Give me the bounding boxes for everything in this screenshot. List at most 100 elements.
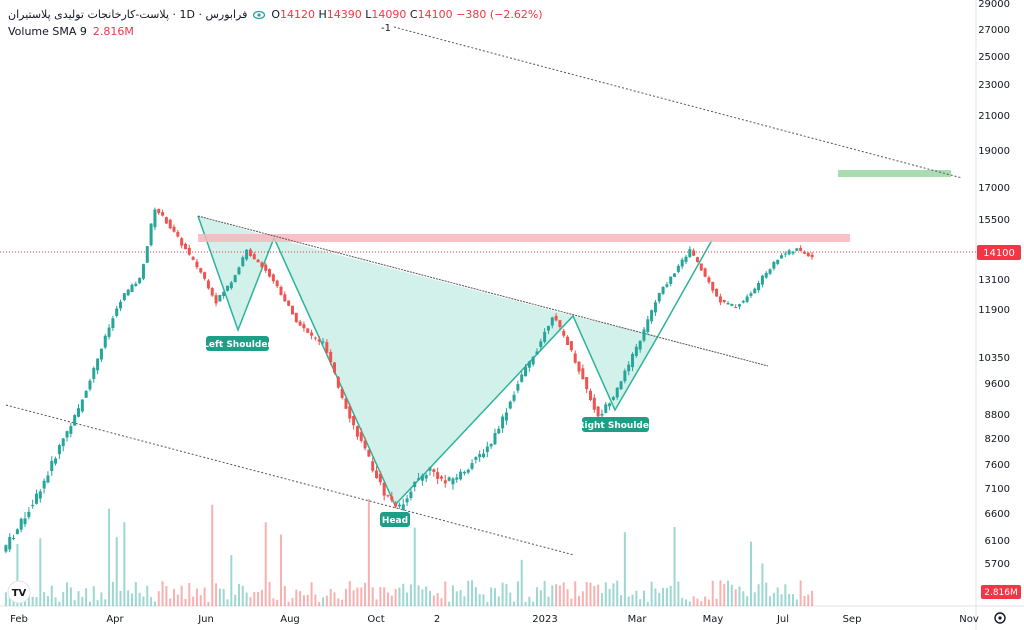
volume-bar bbox=[673, 526, 676, 606]
price-tick-label: 19000 bbox=[978, 146, 1010, 157]
candle-body bbox=[46, 475, 50, 483]
volume-bar bbox=[39, 538, 42, 606]
time-tick-label: May bbox=[703, 614, 724, 625]
volume-indicator-label[interactable]: Volume SMA 9 bbox=[8, 25, 87, 38]
candle-body bbox=[588, 390, 592, 400]
settings-gear-icon[interactable] bbox=[994, 612, 1006, 624]
volume-bar bbox=[520, 559, 523, 606]
volume-bar bbox=[719, 580, 722, 606]
volume-bar bbox=[157, 591, 160, 606]
volume-bar bbox=[199, 595, 202, 606]
candle-body bbox=[15, 529, 19, 535]
volume-bar bbox=[142, 596, 145, 606]
volume-bar bbox=[524, 601, 527, 606]
label-right-shoulder[interactable]: Right Shoulder bbox=[578, 417, 654, 432]
volume-bar bbox=[398, 587, 401, 606]
candle-body bbox=[737, 304, 741, 307]
volume-bar bbox=[482, 594, 485, 606]
volume-bar bbox=[272, 598, 275, 606]
price-tick-label: 7600 bbox=[985, 460, 1010, 471]
volume-bar bbox=[66, 582, 69, 606]
candle-body bbox=[290, 305, 294, 315]
candle-body bbox=[294, 312, 298, 323]
candle-body bbox=[688, 249, 692, 257]
price-tick-label: 8800 bbox=[985, 410, 1010, 421]
candle-body bbox=[271, 274, 275, 282]
time-axis: Feb Apr Jun Aug Oct 2 2023 Mar May Jul Sep Nov bbox=[10, 614, 979, 625]
candle-body bbox=[130, 284, 134, 293]
price-tick-label: 8200 bbox=[985, 434, 1010, 445]
candle-body bbox=[684, 256, 688, 262]
candle-body bbox=[4, 545, 8, 552]
candle-body bbox=[608, 403, 612, 407]
candle-body bbox=[138, 277, 142, 284]
volume-bar bbox=[184, 598, 187, 606]
price-tick-label: 17000 bbox=[978, 183, 1010, 194]
candle-body bbox=[302, 324, 306, 329]
symbol-title[interactable]: فرابورس · 1D · پلاست-کارخانجات تولیدی پل… bbox=[8, 8, 248, 21]
volume-bar bbox=[394, 588, 397, 606]
volume-tag: 2.816M bbox=[981, 585, 1021, 599]
pattern-shoulder-right-fill bbox=[573, 316, 658, 410]
volume-bar bbox=[192, 596, 195, 606]
candle-body bbox=[348, 406, 352, 419]
volume-bar bbox=[421, 589, 424, 606]
label-left-shoulder[interactable]: Left Shoulder bbox=[203, 336, 272, 351]
volume-bar bbox=[574, 581, 577, 606]
candle-body bbox=[264, 264, 268, 271]
candle-body bbox=[799, 247, 803, 251]
volume-bar bbox=[665, 587, 668, 606]
candle-body bbox=[141, 264, 145, 279]
candle-body bbox=[436, 472, 440, 479]
open-value: 14120 bbox=[280, 8, 315, 21]
candle-body bbox=[145, 246, 149, 263]
low-value: 14090 bbox=[371, 8, 407, 21]
time-tick-label: Jun bbox=[197, 614, 214, 625]
candle-body bbox=[329, 351, 333, 363]
tradingview-logo[interactable]: TV bbox=[7, 580, 31, 604]
candle-body bbox=[42, 480, 46, 489]
candle-body bbox=[84, 390, 88, 398]
volume-bar bbox=[597, 584, 600, 606]
volume-bar bbox=[280, 534, 283, 606]
candle-body bbox=[623, 370, 627, 382]
candle-body bbox=[183, 243, 187, 250]
volume-bar bbox=[287, 601, 290, 606]
close-value: 14100 bbox=[417, 8, 453, 21]
price-tick-label: 23000 bbox=[978, 80, 1010, 91]
candle-body bbox=[772, 261, 776, 269]
volume-bar bbox=[367, 498, 370, 606]
volume-bar bbox=[386, 592, 389, 606]
candle-body bbox=[222, 291, 226, 297]
candle-body bbox=[753, 288, 757, 294]
candle-body bbox=[180, 238, 184, 246]
volume-bar bbox=[356, 587, 359, 606]
volume-bar bbox=[761, 563, 764, 606]
candle-body bbox=[401, 504, 405, 511]
volume-bar bbox=[81, 596, 84, 606]
volume-bar bbox=[578, 595, 581, 606]
candle-body bbox=[470, 463, 474, 469]
volume-bar bbox=[486, 601, 489, 606]
volume-bar bbox=[723, 584, 726, 606]
candle-body bbox=[627, 364, 631, 372]
volume-bar bbox=[493, 588, 496, 606]
volume-bar bbox=[738, 586, 741, 606]
volume-bar bbox=[555, 584, 558, 606]
candle-body bbox=[508, 401, 512, 409]
volume-bar bbox=[532, 601, 535, 606]
candle-body bbox=[657, 292, 661, 302]
label-head[interactable]: Head bbox=[380, 512, 410, 527]
candle-body bbox=[447, 477, 451, 481]
candle-body bbox=[757, 283, 761, 291]
candle-body bbox=[279, 286, 283, 295]
volume-bar bbox=[92, 586, 95, 606]
volume-bar bbox=[543, 581, 546, 606]
candle-body bbox=[573, 353, 577, 363]
visibility-eye-icon[interactable] bbox=[253, 10, 266, 20]
price-tick-label: 13100 bbox=[978, 275, 1010, 286]
volume-bar bbox=[8, 595, 11, 606]
volume-bar bbox=[589, 582, 592, 606]
volume-bar bbox=[165, 586, 168, 606]
